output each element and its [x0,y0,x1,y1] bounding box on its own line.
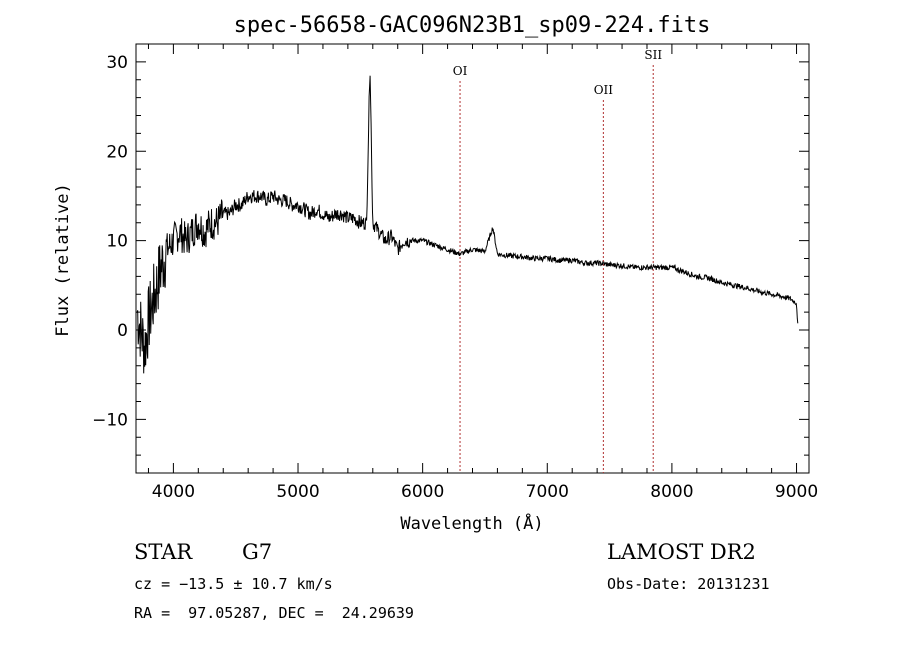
x-tick-label: 6000 [401,482,444,502]
plot-frame [135,43,810,474]
x-tick-label: 5000 [276,482,319,502]
object-class: STAR [134,540,193,564]
object-subclass: G7 [242,540,273,564]
x-tick-label: 9000 [775,482,818,502]
axis-ticks: 4000 5000 6000 7000 8000 9000 −10 0 10 20 30 [92,43,818,502]
x-axis-title: Wavelength (Å) [400,512,543,534]
chart-title: spec-56658-GAC096N23B1_sp09-224.fits [234,13,711,38]
reference-line-label: OI [453,64,468,78]
reference-line-label: SII [644,48,662,62]
spectrum-line [136,75,799,374]
y-tick-label: 30 [106,53,128,73]
x-tick-label: 7000 [526,482,569,502]
y-axis-title: Flux (relative) [53,183,73,337]
reference-line-label: OII [594,83,614,97]
x-tick-label: 4000 [152,482,195,502]
survey-label: LAMOST DR2 [607,540,756,564]
obs-date-text: Obs-Date: 20131231 [607,575,770,593]
y-tick-label: −10 [92,410,128,430]
y-tick-label: 20 [106,142,128,162]
redshift-text: cz = −13.5 ± 10.7 km/s [134,575,333,593]
y-tick-label: 10 [106,232,128,252]
reference-lines: OI OII SII [453,48,662,473]
y-tick-label: 0 [117,321,128,341]
x-tick-label: 8000 [650,482,693,502]
coordinates-text: RA = 97.05287, DEC = 24.29639 [134,604,414,622]
